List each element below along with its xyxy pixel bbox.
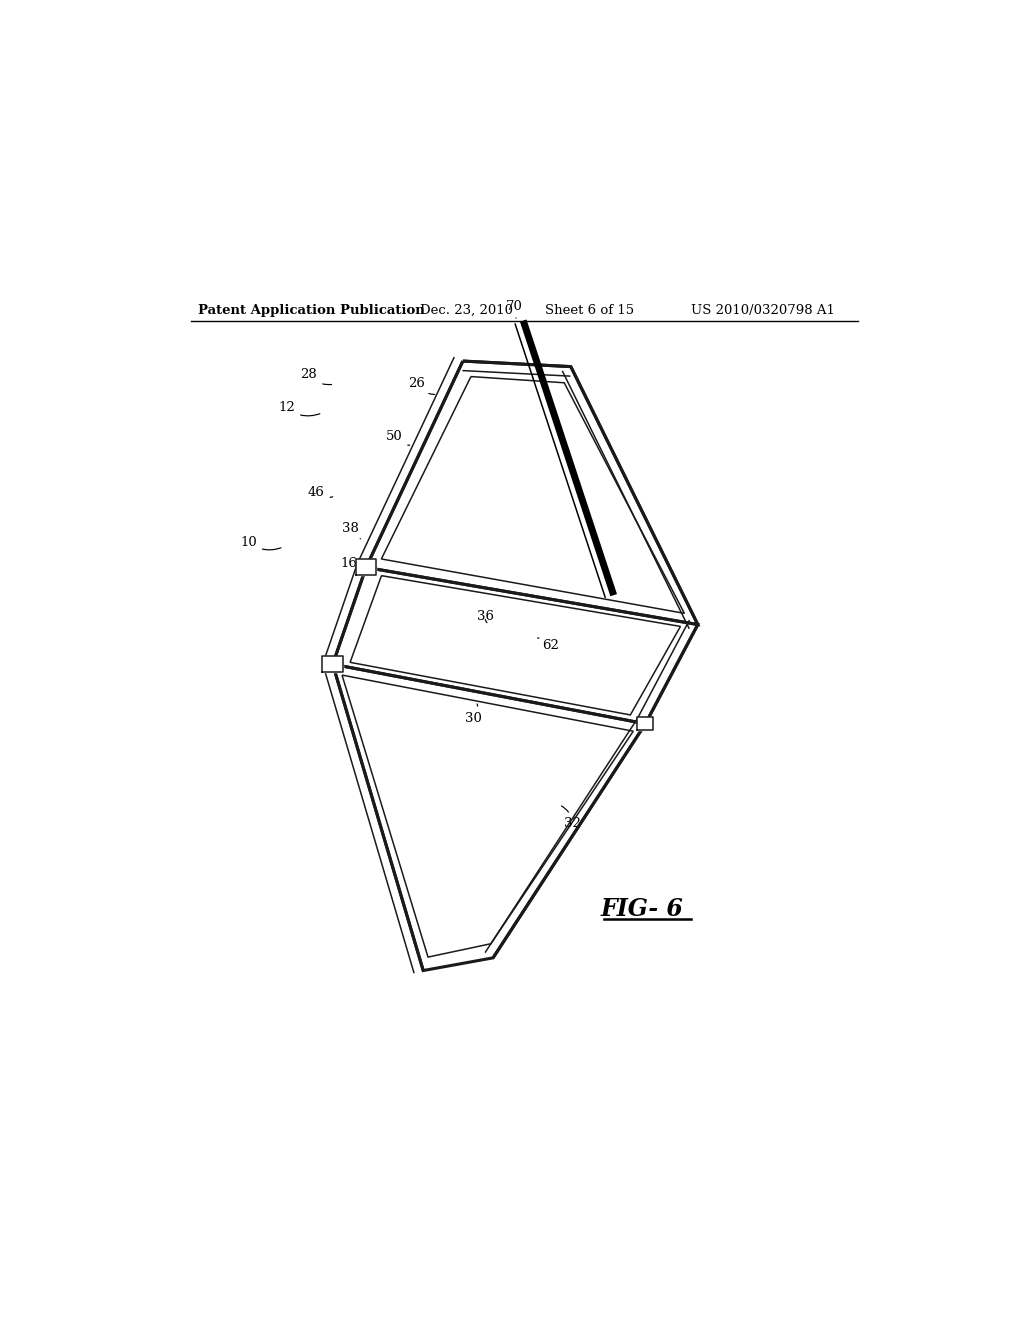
Text: 12: 12 xyxy=(279,401,319,416)
Text: 38: 38 xyxy=(342,521,360,539)
Text: 50: 50 xyxy=(385,430,410,445)
Polygon shape xyxy=(323,656,343,672)
Text: Dec. 23, 2010: Dec. 23, 2010 xyxy=(420,304,513,317)
Text: 28: 28 xyxy=(301,368,332,384)
Text: 32: 32 xyxy=(561,807,581,830)
Text: 70: 70 xyxy=(506,300,523,318)
Text: 26: 26 xyxy=(408,376,435,395)
Text: 16: 16 xyxy=(340,557,362,570)
Text: US 2010/0320798 A1: US 2010/0320798 A1 xyxy=(691,304,836,317)
Text: FIG- 6: FIG- 6 xyxy=(601,896,684,920)
Text: 30: 30 xyxy=(465,704,481,725)
Text: 36: 36 xyxy=(476,610,494,623)
Polygon shape xyxy=(638,717,653,730)
Text: 62: 62 xyxy=(538,638,559,652)
Text: 46: 46 xyxy=(307,486,333,499)
Text: Patent Application Publication: Patent Application Publication xyxy=(198,304,425,317)
Text: 10: 10 xyxy=(241,536,281,550)
Text: Sheet 6 of 15: Sheet 6 of 15 xyxy=(545,304,634,317)
Polygon shape xyxy=(355,560,377,576)
